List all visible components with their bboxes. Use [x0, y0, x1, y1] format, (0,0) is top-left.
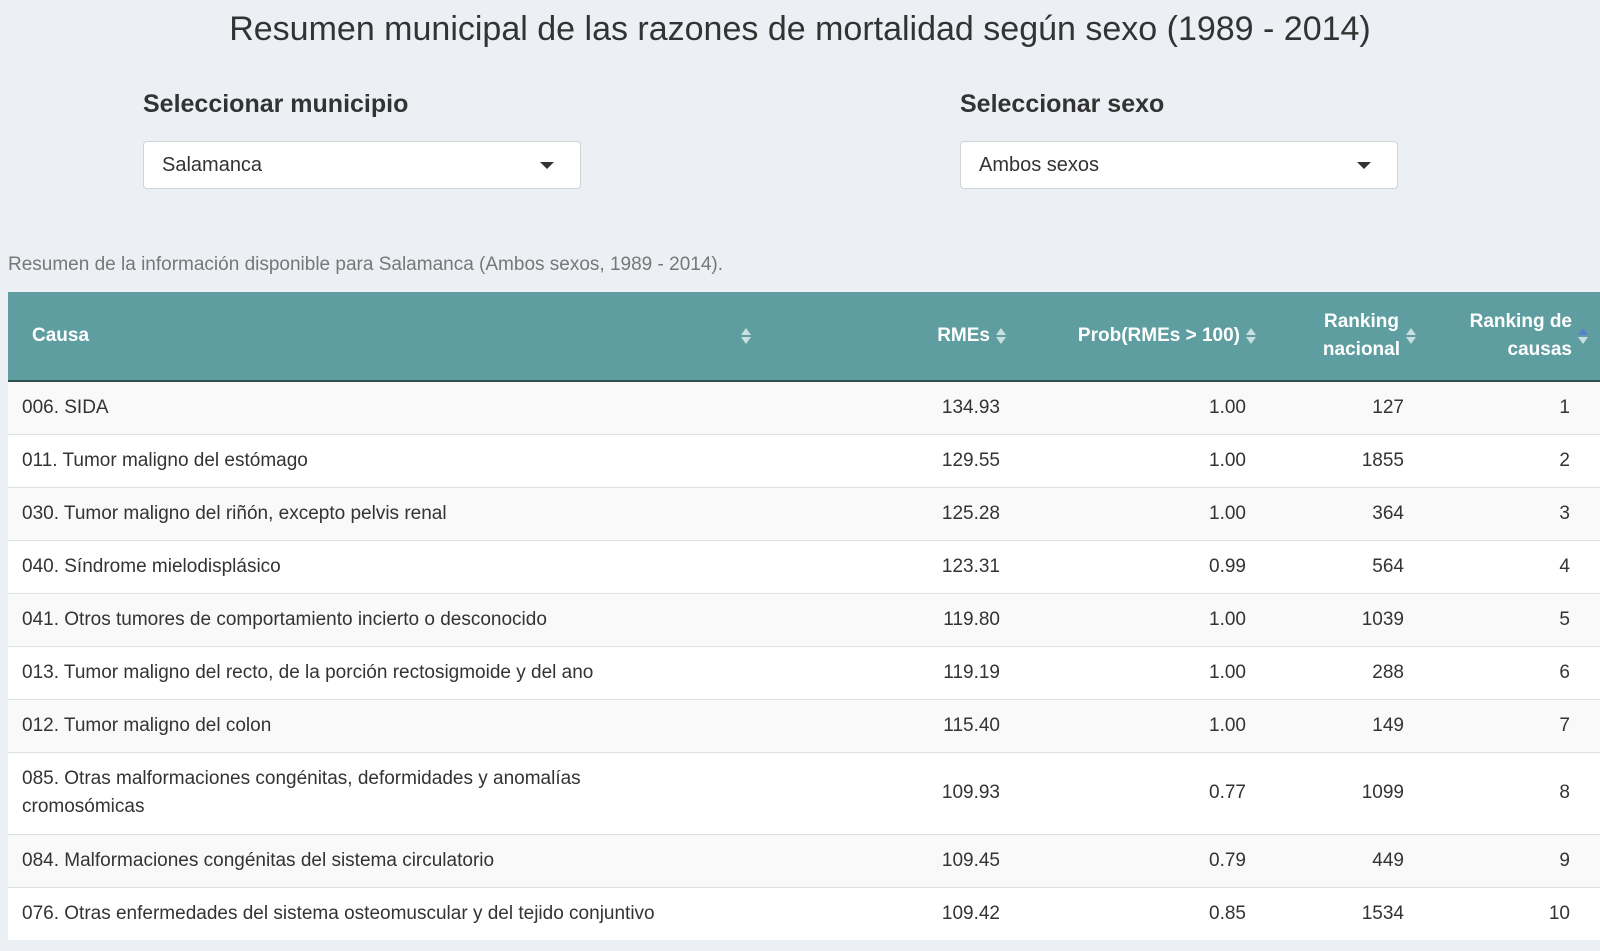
column-header-label: Ranking de causas	[1469, 311, 1572, 360]
cell-rmes: 109.45	[763, 833, 1018, 887]
cell-prob: 1.00	[1018, 433, 1268, 487]
cell-ranking-nacional: 1855	[1268, 433, 1428, 487]
table-row[interactable]: 012. Tumor maligno del colon 115.40 1.00 14…	[8, 698, 1600, 752]
cell-prob: 1.00	[1018, 380, 1268, 434]
sort-asc-icon	[1578, 328, 1588, 344]
cell-ranking-nacional: 449	[1268, 833, 1428, 887]
municipio-dropdown[interactable]: Salamanca	[143, 141, 581, 189]
column-header-label: Prob(RMEs > 100)	[1077, 325, 1240, 346]
cell-rmes: 134.93	[763, 380, 1018, 434]
cell-rmes: 123.31	[763, 539, 1018, 593]
cell-ranking-causas: 8	[1428, 751, 1600, 834]
caret-down-icon	[540, 161, 554, 169]
table-row[interactable]: 084. Malformaciones congénitas del siste…	[8, 833, 1600, 887]
column-header-label: Ranking nacional	[1322, 311, 1400, 360]
cell-ranking-nacional: 149	[1268, 698, 1428, 752]
cell-rmes: 115.40	[763, 698, 1018, 752]
column-header-ranking-nacional[interactable]: Ranking nacional	[1268, 292, 1428, 382]
table-row[interactable]: 011. Tumor maligno del estómago 129.55 1.0…	[8, 433, 1600, 487]
cell-prob: 1.00	[1018, 698, 1268, 752]
summary-text: Resumen de la información disponible par…	[8, 254, 724, 275]
cell-rmes: 119.80	[763, 592, 1018, 646]
results-table: Causa RMEs Prob(RMEs > 100)	[8, 292, 1600, 940]
column-header-ranking-causas[interactable]: Ranking de causas	[1428, 292, 1600, 382]
cell-prob: 0.79	[1018, 833, 1268, 887]
cell-rmes: 109.93	[763, 751, 1018, 834]
cell-prob: 1.00	[1018, 486, 1268, 540]
cell-ranking-causas: 9	[1428, 833, 1600, 887]
cell-ranking-nacional: 127	[1268, 380, 1428, 434]
municipio-selector: Seleccionar municipio Salamanca	[143, 90, 581, 189]
cell-prob: 0.77	[1018, 751, 1268, 834]
table-row[interactable]: 040. Síndrome mielodisplásico 123.31 0.99 5…	[8, 539, 1600, 593]
cell-prob: 0.99	[1018, 539, 1268, 593]
table-row[interactable]: 076. Otras enfermedades del sistema oste…	[8, 886, 1600, 940]
cell-prob: 1.00	[1018, 645, 1268, 699]
table-row[interactable]: 085. Otras malformaciones congénitas, de…	[8, 751, 1600, 834]
cell-causa: 030. Tumor maligno del riñón, excepto pe…	[8, 486, 763, 540]
cell-ranking-nacional: 1039	[1268, 592, 1428, 646]
column-header-label: Causa	[32, 325, 90, 346]
cell-ranking-nacional: 364	[1268, 486, 1428, 540]
cell-causa: 012. Tumor maligno del colon	[8, 698, 763, 752]
cell-ranking-nacional: 564	[1268, 539, 1428, 593]
table-row[interactable]: 041. Otros tumores de comportamiento inc…	[8, 592, 1600, 646]
cell-rmes: 109.42	[763, 886, 1018, 940]
cell-ranking-causas: 7	[1428, 698, 1600, 752]
cell-rmes: 125.28	[763, 486, 1018, 540]
sort-icon	[1406, 328, 1416, 344]
sort-icon	[741, 328, 751, 344]
cell-ranking-causas: 3	[1428, 486, 1600, 540]
cell-causa: 076. Otras enfermedades del sistema oste…	[8, 886, 763, 940]
results-table-container: Causa RMEs Prob(RMEs > 100)	[8, 292, 1600, 940]
sort-icon	[996, 328, 1006, 344]
cell-causa: 084. Malformaciones congénitas del siste…	[8, 833, 763, 887]
cell-causa: 040. Síndrome mielodisplásico	[8, 539, 763, 593]
cell-causa: 006. SIDA	[8, 380, 763, 434]
page-title: Resumen municipal de las razones de mort…	[229, 10, 1371, 48]
cell-prob: 0.85	[1018, 886, 1268, 940]
column-header-label: RMEs	[937, 325, 990, 346]
cell-ranking-causas: 6	[1428, 645, 1600, 699]
cell-ranking-causas: 2	[1428, 433, 1600, 487]
cell-ranking-causas: 5	[1428, 592, 1600, 646]
sexo-value: Ambos sexos	[979, 153, 1100, 176]
column-header-rmes[interactable]: RMEs	[763, 292, 1018, 382]
cell-ranking-nacional: 288	[1268, 645, 1428, 699]
cell-ranking-causas: 4	[1428, 539, 1600, 593]
table-row[interactable]: 006. SIDA 134.93 1.00 127 1	[8, 380, 1600, 434]
cell-causa: 011. Tumor maligno del estómago	[8, 433, 763, 487]
sexo-dropdown[interactable]: Ambos sexos	[960, 141, 1398, 189]
table-header-row: Causa RMEs Prob(RMEs > 100)	[8, 292, 1600, 382]
cell-rmes: 129.55	[763, 433, 1018, 487]
sexo-selector: Seleccionar sexo Ambos sexos	[960, 90, 1398, 189]
cell-rmes: 119.19	[763, 645, 1018, 699]
cell-prob: 1.00	[1018, 592, 1268, 646]
municipio-value: Salamanca	[162, 153, 263, 176]
column-header-causa[interactable]: Causa	[8, 292, 763, 382]
municipio-label: Seleccionar municipio	[143, 90, 409, 118]
cell-ranking-causas: 10	[1428, 886, 1600, 940]
sort-icon	[1246, 328, 1256, 344]
caret-down-icon	[1357, 161, 1371, 169]
cell-causa: 041. Otros tumores de comportamiento inc…	[8, 592, 763, 646]
sexo-label: Seleccionar sexo	[960, 90, 1165, 118]
table-row[interactable]: 013. Tumor maligno del recto, de la porc…	[8, 645, 1600, 699]
cell-ranking-nacional: 1534	[1268, 886, 1428, 940]
cell-causa: 013. Tumor maligno del recto, de la porc…	[8, 645, 763, 699]
cell-ranking-causas: 1	[1428, 380, 1600, 434]
column-header-prob[interactable]: Prob(RMEs > 100)	[1018, 292, 1268, 382]
cell-ranking-nacional: 1099	[1268, 751, 1428, 834]
table-row[interactable]: 030. Tumor maligno del riñón, excepto pe…	[8, 486, 1600, 540]
cell-causa: 085. Otras malformaciones congénitas, de…	[8, 751, 763, 834]
